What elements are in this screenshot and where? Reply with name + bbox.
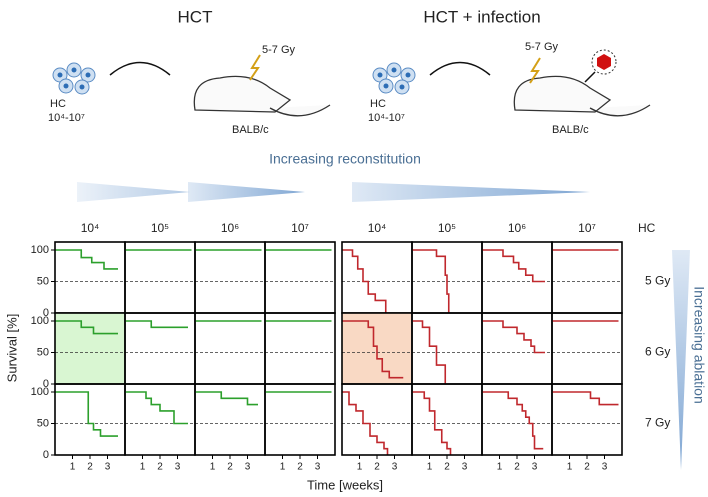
hc-column-label: HC — [638, 221, 656, 235]
survival-curve — [482, 391, 544, 450]
cell-frame — [54, 383, 126, 456]
panel-title: HCT — [178, 7, 213, 26]
survival-curve — [125, 320, 188, 329]
survival-curve — [412, 249, 450, 313]
column-label: 10⁴ — [368, 221, 387, 235]
survival-curve — [482, 249, 545, 283]
survival-curve — [412, 391, 452, 455]
column-label: 10⁷ — [578, 221, 596, 235]
dose-range: 10⁴-10⁷ — [48, 112, 85, 124]
x-tick-label: 2 — [87, 462, 93, 473]
cells-label: HC — [50, 98, 66, 110]
panel-title: HCT + infection — [423, 7, 540, 26]
x-tick-label: 2 — [297, 462, 303, 473]
row-label: 5 Gy — [645, 274, 670, 288]
x-tick-label: 3 — [532, 462, 538, 473]
x-tick-label: 1 — [567, 462, 573, 473]
cell-frame — [551, 383, 623, 456]
y-tick-label: 100 — [31, 386, 49, 398]
cell-frame — [124, 312, 196, 385]
cell-frame — [194, 312, 266, 385]
x-tick-label: 3 — [462, 462, 468, 473]
survival-curve — [482, 320, 545, 354]
x-tick-label: 1 — [497, 462, 503, 473]
x-tick-label: 2 — [514, 462, 520, 473]
ablation-label: Increasing ablation — [691, 286, 707, 404]
x-tick-label: 3 — [175, 462, 181, 473]
cell-frame — [481, 241, 553, 314]
mouse-label: BALB/c — [552, 124, 589, 136]
mouse-label: BALB/c — [232, 124, 269, 136]
y-axis-label: Survival [%] — [4, 314, 19, 383]
x-tick-label: 3 — [245, 462, 251, 473]
y-tick-label: 0 — [43, 307, 49, 319]
y-tick-label: 50 — [37, 346, 49, 358]
x-tick-label: 3 — [315, 462, 321, 473]
survival-curve — [342, 391, 389, 455]
survival-curve — [412, 320, 447, 384]
survival-curve — [55, 320, 118, 335]
row-label: 7 Gy — [645, 416, 670, 430]
cell-frame — [481, 312, 553, 385]
y-tick-label: 0 — [43, 449, 49, 461]
cell-frame — [551, 241, 623, 314]
column-label: 10⁴ — [81, 221, 100, 235]
cell-frame — [54, 241, 126, 314]
cell-frame — [551, 312, 623, 385]
column-label: 10⁵ — [151, 221, 169, 235]
survival-curve — [55, 249, 118, 270]
cell-frame — [124, 383, 196, 456]
x-tick-label: 3 — [602, 462, 608, 473]
column-label: 10⁵ — [438, 221, 456, 235]
x-tick-label: 2 — [157, 462, 163, 473]
row-label: 6 Gy — [645, 345, 670, 359]
column-label: 10⁷ — [291, 221, 309, 235]
y-tick-label: 100 — [31, 244, 49, 256]
highlight — [55, 313, 125, 384]
cells-label: HC — [370, 98, 386, 110]
x-tick-label: 3 — [392, 462, 398, 473]
column-label: 10⁶ — [508, 221, 526, 235]
column-label: 10⁶ — [221, 221, 239, 235]
x-tick-label: 1 — [140, 462, 146, 473]
x-tick-label: 1 — [210, 462, 216, 473]
illustration — [52, 49, 690, 470]
survival-curve — [195, 391, 258, 406]
cell-frame — [264, 312, 336, 385]
cell-frame — [194, 383, 266, 456]
cell-frame — [264, 383, 336, 456]
x-tick-label: 3 — [105, 462, 111, 473]
dose-range: 10⁴-10⁷ — [368, 112, 405, 124]
survival-curve — [552, 391, 619, 406]
x-tick-label: 1 — [357, 462, 363, 473]
cell-frame — [124, 241, 196, 314]
cell-frame — [341, 383, 413, 456]
y-tick-label: 50 — [37, 275, 49, 287]
y-tick-label: 100 — [31, 315, 49, 327]
gy-range: 5-7 Gy — [525, 41, 559, 53]
survival-curve — [55, 391, 118, 437]
cell-frame — [194, 241, 266, 314]
x-tick-label: 1 — [427, 462, 433, 473]
x-tick-label: 2 — [584, 462, 590, 473]
y-tick-label: 0 — [43, 378, 49, 390]
x-tick-label: 1 — [70, 462, 76, 473]
survival-curve — [125, 391, 188, 425]
x-tick-label: 2 — [374, 462, 380, 473]
cell-frame — [481, 383, 553, 456]
survival-curve — [342, 249, 387, 313]
x-tick-label: 1 — [280, 462, 286, 473]
gy-range: 5-7 Gy — [262, 44, 296, 56]
y-tick-label: 50 — [37, 417, 49, 429]
x-tick-label: 2 — [444, 462, 450, 473]
reconstitution-label: Increasing reconstitution — [269, 151, 421, 167]
x-tick-label: 2 — [227, 462, 233, 473]
survival-curve — [342, 320, 404, 379]
cell-frame — [264, 241, 336, 314]
x-axis-label: Time [weeks] — [307, 477, 383, 492]
